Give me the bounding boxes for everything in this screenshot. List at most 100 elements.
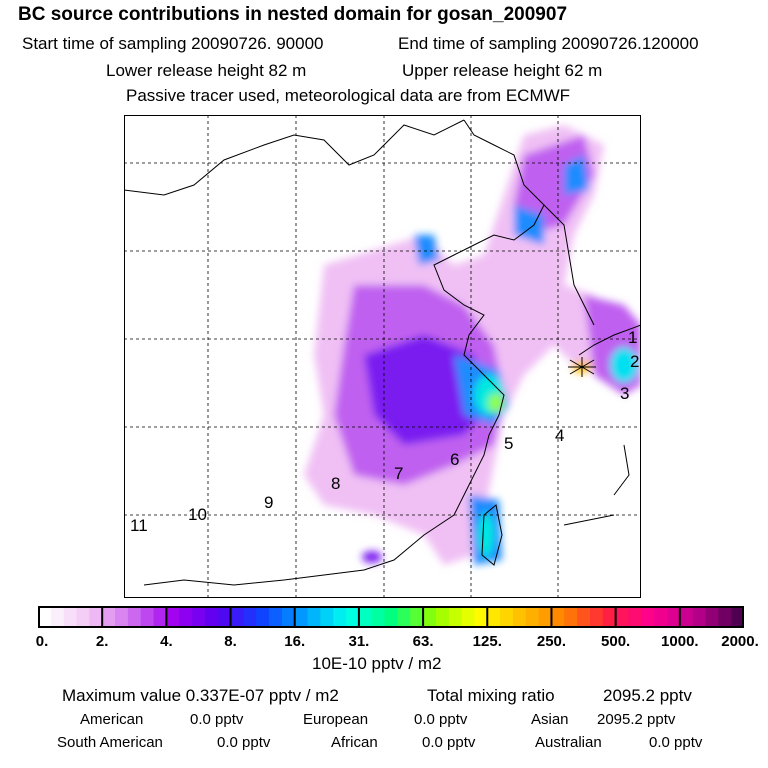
- region-label: 8: [331, 474, 340, 493]
- source-name: Australian: [535, 734, 602, 751]
- colorbar-tick-label: 31.: [348, 633, 370, 650]
- colorbar-cell: [76, 606, 90, 628]
- colorbar-cell: [127, 606, 142, 628]
- upper-release-height: Upper release height 62 m: [402, 61, 603, 80]
- total-label: Total mixing ratio: [427, 686, 555, 705]
- colorbar-cell: [641, 606, 655, 628]
- colorbar-tick-label: 0.: [35, 633, 49, 650]
- colorbar-cell: [217, 606, 232, 628]
- region-label: 4: [555, 426, 564, 445]
- colorbar-cell: [564, 606, 578, 628]
- colorbar-cell: [307, 606, 321, 628]
- source-value: 2095.2 pptv: [597, 711, 676, 728]
- colorbar-cell: [602, 606, 617, 628]
- colorbar-cell: [294, 606, 309, 628]
- region-label: 1: [628, 328, 637, 347]
- colorbar-cell: [654, 606, 668, 628]
- colorbar-cell: [63, 606, 78, 628]
- colorbar-cell: [474, 606, 488, 628]
- colorbar-cell: [705, 606, 719, 628]
- colorbar-cell: [230, 606, 244, 628]
- colorbar-cell: [102, 606, 116, 628]
- colorbar-tick-label: 500.: [601, 633, 631, 650]
- colorbar-cell: [679, 606, 694, 628]
- colorbar-cell: [538, 606, 552, 628]
- colorbar-cell: [192, 606, 206, 628]
- colorbar-cell: [243, 606, 257, 628]
- source-name: European: [303, 711, 369, 728]
- colorbar-tick-label: 16.: [284, 633, 306, 650]
- coastlines: [124, 119, 641, 586]
- colorbar-tick-label: 4.: [160, 633, 173, 650]
- colorbar-cell: [269, 606, 283, 628]
- colorbar-cell: [551, 606, 565, 628]
- colorbar-cell: [333, 606, 347, 628]
- colorbar-cell: [89, 606, 103, 628]
- region-label: 10: [188, 505, 207, 524]
- colorbar-cell: [371, 606, 386, 628]
- region-label: 5: [504, 434, 513, 453]
- colorbar-tick-label: 2000.: [721, 633, 759, 650]
- source-value: 0.0 pptv: [414, 711, 468, 728]
- region-label: 7: [394, 464, 403, 483]
- colorbar-cell: [166, 606, 180, 628]
- colorbar-tick-label: 250.: [536, 633, 567, 650]
- colorbar-cell: [500, 606, 514, 628]
- region-label: 9: [264, 493, 273, 512]
- source-value: 0.0 pptv: [217, 734, 271, 751]
- colorbar-cell: [423, 606, 437, 628]
- colorbar-cell: [512, 606, 527, 628]
- region-label: 11: [130, 516, 148, 535]
- colorbar-tick-label: 8.: [224, 633, 237, 650]
- region-label: 3: [620, 384, 629, 403]
- colorbar-cell: [153, 606, 167, 628]
- colorbar-cell: [628, 606, 642, 628]
- colorbar-tick-label: 1000.: [661, 633, 699, 650]
- colorbar-cell: [487, 606, 501, 628]
- colorbar-cell: [410, 606, 424, 628]
- source-value: 0.0 pptv: [190, 711, 244, 728]
- colorbar-cell: [397, 606, 411, 628]
- source-name: American: [80, 711, 144, 728]
- colorbar-tick-label: 63.: [412, 633, 434, 650]
- source-name: African: [331, 734, 378, 751]
- region-label: 6: [450, 450, 459, 469]
- end-time: End time of sampling 20090726.120000: [398, 34, 699, 53]
- colorbar: [38, 606, 744, 628]
- colorbar-cell: [115, 606, 129, 628]
- colorbar-cell: [448, 606, 463, 628]
- colorbar-cell: [589, 606, 604, 628]
- colorbar-cell: [256, 606, 270, 628]
- source-value: 0.0 pptv: [422, 734, 476, 751]
- colorbar-units: 10E-10 pptv / m2: [312, 654, 442, 673]
- colorbar-cell: [358, 606, 373, 628]
- plume-field: [304, 125, 641, 565]
- source-name: Asian: [531, 711, 569, 728]
- source-name: South American: [57, 734, 163, 751]
- colorbar-cell: [384, 606, 398, 628]
- map-plot: 1 2 3 4 5 6 7 8 9 10 11: [124, 115, 641, 598]
- colorbar-cell: [718, 606, 732, 628]
- grid-lines: [124, 115, 641, 598]
- colorbar-cell: [346, 606, 360, 628]
- colorbar-cell: [179, 606, 193, 628]
- plot-title: BC source contributions in nested domain…: [18, 4, 568, 25]
- colorbar-border: [38, 606, 744, 628]
- region-label: 2: [630, 352, 639, 371]
- max-value: Maximum value 0.337E-07 pptv / m2: [62, 686, 339, 705]
- lower-release-height: Lower release height 82 m: [106, 61, 307, 80]
- receptor-marker: [568, 357, 596, 377]
- colorbar-tick-label: 2.: [95, 633, 109, 650]
- total-value: 2095.2 pptv: [603, 686, 692, 705]
- colorbar-tick-label: 125.: [472, 633, 502, 650]
- source-value: 0.0 pptv: [649, 734, 703, 751]
- colorbar-cell: [320, 606, 334, 628]
- colorbar-cell: [204, 606, 219, 628]
- colorbar-cell: [731, 606, 744, 628]
- colorbar-cell: [525, 606, 540, 628]
- colorbar-cell: [577, 606, 591, 628]
- colorbar-cell: [38, 606, 52, 628]
- colorbar-cell: [666, 606, 681, 628]
- colorbar-cell: [615, 606, 629, 628]
- tracer-note: Passive tracer used, meteorological data…: [126, 86, 571, 105]
